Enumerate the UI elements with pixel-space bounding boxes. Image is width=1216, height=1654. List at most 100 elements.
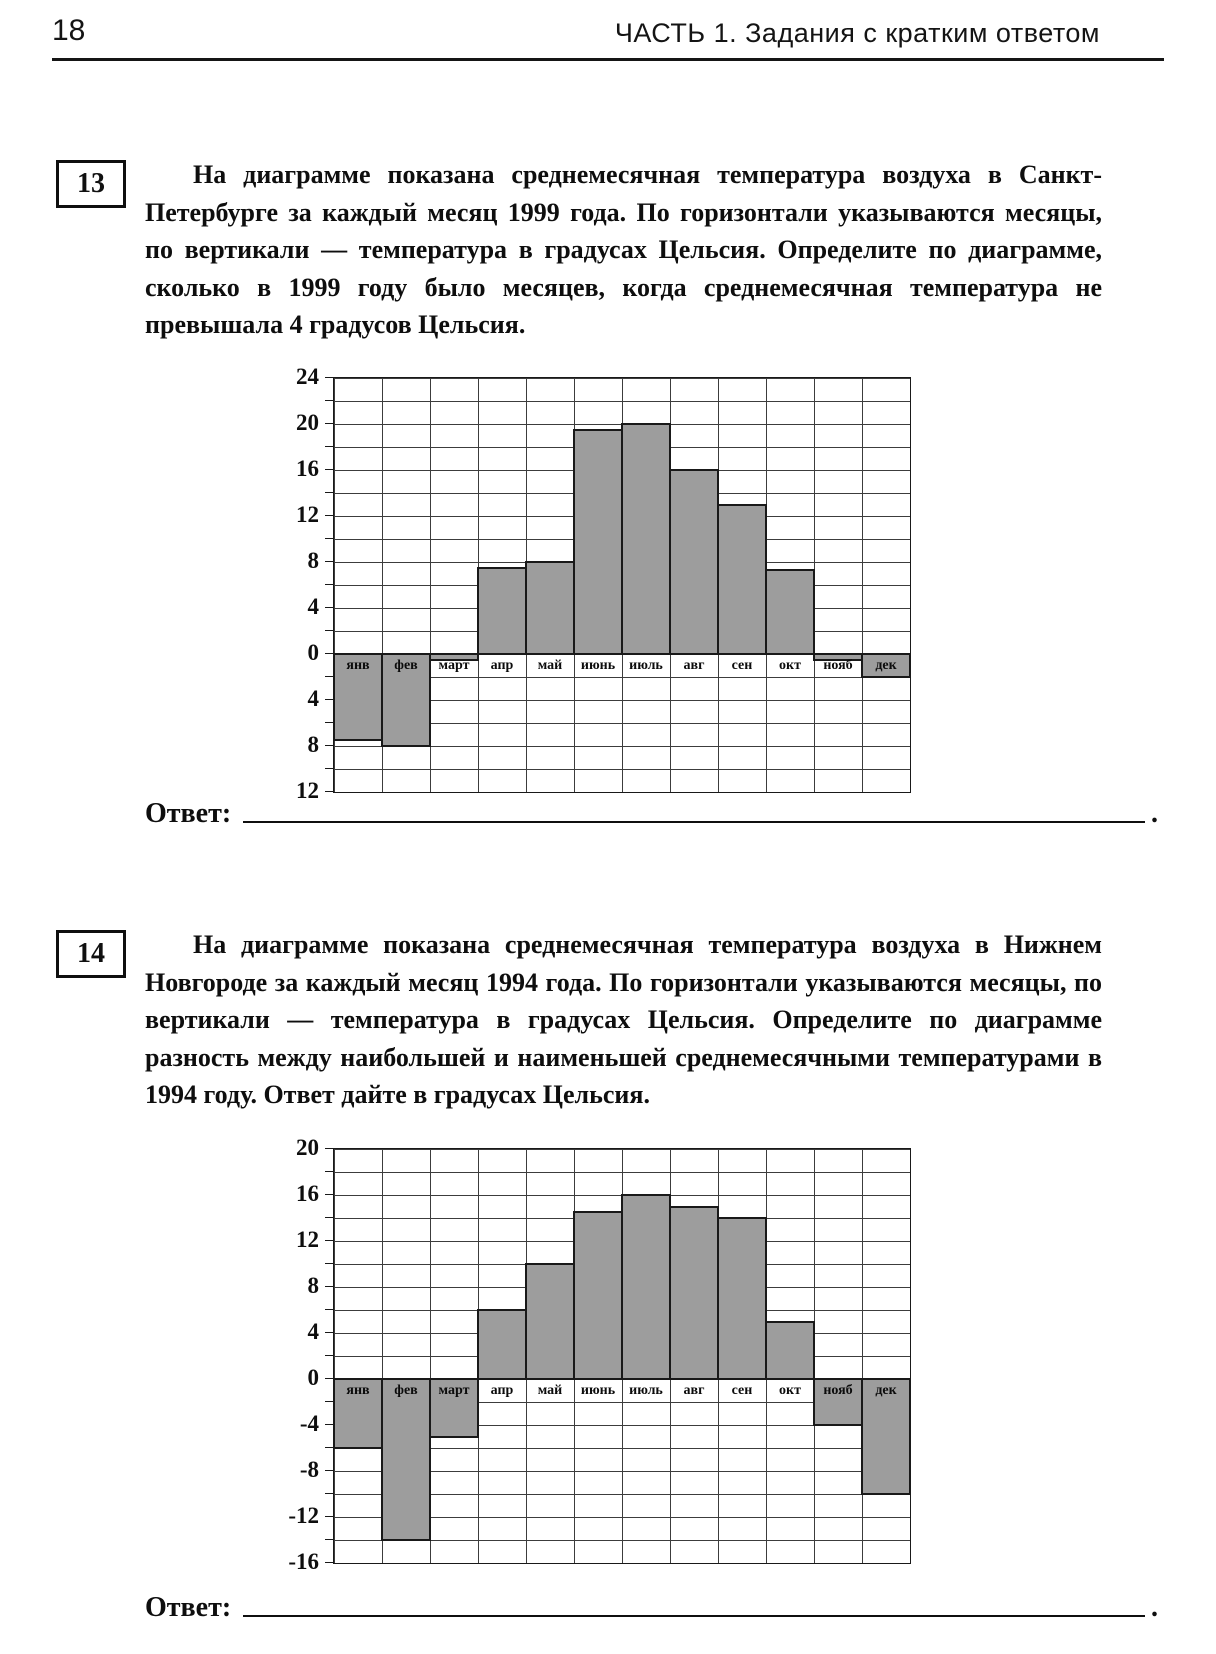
y-axis-tick-label: -4 bbox=[299, 1411, 319, 1436]
plot-area: янв фев март апр май июнь июль авг сен окт нояб дек bbox=[333, 377, 911, 793]
x-axis-label-янв: янв bbox=[346, 1383, 370, 1398]
answer-period: . bbox=[1151, 1592, 1158, 1623]
chart-bar-июнь bbox=[573, 428, 623, 655]
temperature-chart-problem-14: янв фев март апр май июнь июль авг сен окт нояб дек… bbox=[273, 1135, 913, 1580]
chart-bar-июнь bbox=[573, 1211, 623, 1380]
y-axis-tick bbox=[325, 491, 333, 493]
y-axis-tick bbox=[325, 1561, 333, 1563]
y-axis-tick bbox=[325, 468, 333, 470]
y-axis-tick bbox=[325, 1147, 333, 1149]
y-axis-tick bbox=[325, 1262, 333, 1264]
chart-bar-дек bbox=[861, 1378, 911, 1495]
y-axis-tick-label: 12 bbox=[296, 502, 319, 527]
problem-14-number: 14 bbox=[77, 938, 105, 969]
temperature-chart-problem-13: янв фев март апр май июнь июль авг сен окт нояб дек… bbox=[273, 364, 913, 809]
problem-13-number-box: 13 bbox=[56, 160, 126, 208]
y-axis-tick bbox=[325, 629, 333, 631]
y-axis-tick bbox=[325, 744, 333, 746]
answer-label: Ответ: bbox=[145, 1592, 232, 1623]
x-axis-label-фев: фев bbox=[394, 1383, 418, 1398]
y-axis-tick-label: 4 bbox=[307, 686, 320, 711]
y-axis-tick bbox=[325, 1216, 333, 1218]
y-axis-tick bbox=[325, 422, 333, 424]
y-axis-tick-label: 8 bbox=[307, 1273, 320, 1298]
x-axis-label-фев: фев bbox=[394, 658, 418, 673]
y-axis-tick bbox=[325, 1423, 333, 1425]
chart-bar-март bbox=[429, 1378, 479, 1438]
y-axis-tick bbox=[325, 583, 333, 585]
y-axis-tick-label: 20 bbox=[296, 410, 319, 435]
y-axis-tick bbox=[325, 721, 333, 723]
answer-blank bbox=[243, 821, 1145, 823]
y-axis-tick-label: 16 bbox=[296, 456, 319, 481]
y-axis-tick bbox=[325, 1538, 333, 1540]
x-axis-label-июнь: июнь bbox=[580, 658, 616, 673]
y-axis-tick-label: -12 bbox=[288, 1503, 319, 1528]
y-axis-tick bbox=[325, 1170, 333, 1172]
y-axis-tick bbox=[325, 1400, 333, 1402]
chart-bar-сен bbox=[717, 1217, 767, 1380]
answer-line-13: Ответ: . bbox=[145, 798, 1158, 830]
y-axis-tick bbox=[325, 767, 333, 769]
y-axis-tick bbox=[325, 1515, 333, 1517]
header-rule bbox=[52, 58, 1164, 61]
x-axis-label-сен: сен bbox=[731, 1383, 753, 1398]
chart-bar-фев bbox=[381, 1378, 431, 1541]
y-axis-tick-label: 0 bbox=[307, 1365, 320, 1390]
chart-bar-авг bbox=[669, 469, 719, 655]
x-axis-label-авг: авг bbox=[683, 658, 705, 673]
y-axis-tick-label: 24 bbox=[296, 364, 319, 389]
chart-bar-апр bbox=[477, 566, 527, 655]
y-axis-tick bbox=[325, 514, 333, 516]
x-axis-label-авг: авг bbox=[683, 1383, 705, 1398]
y-axis-tick bbox=[325, 1285, 333, 1287]
y-axis-tick-label: 4 bbox=[307, 1319, 320, 1344]
y-axis-tick bbox=[325, 1308, 333, 1310]
y-axis-tick bbox=[325, 698, 333, 700]
y-axis-tick bbox=[325, 1469, 333, 1471]
x-axis-label-июль: июль bbox=[629, 658, 663, 673]
y-axis-tick bbox=[325, 560, 333, 562]
chart-bar-авг bbox=[669, 1205, 719, 1380]
y-axis-tick-label: 20 bbox=[296, 1135, 319, 1160]
y-axis-tick bbox=[325, 675, 333, 677]
x-axis-label-апр: апр bbox=[490, 1383, 514, 1398]
y-axis-tick bbox=[325, 652, 333, 654]
y-axis-tick bbox=[325, 1193, 333, 1195]
chart-bar-дек bbox=[861, 653, 911, 678]
y-axis-tick-label: 8 bbox=[307, 548, 320, 573]
problem-13-number: 13 bbox=[77, 168, 105, 199]
y-axis-tick bbox=[325, 790, 333, 792]
plot-area: янв фев март апр май июнь июль авг сен окт нояб дек bbox=[333, 1148, 911, 1564]
problem-13-text: На диаграмме показана среднемесячная тем… bbox=[145, 160, 1102, 339]
part-title: ЧАСТЬ 1. Задания с кратким ответом bbox=[614, 18, 1100, 48]
x-axis-label-дек: дек bbox=[875, 1383, 897, 1398]
answer-line-14: Ответ: . bbox=[145, 1592, 1158, 1624]
x-axis-label-окт: окт bbox=[779, 658, 801, 673]
answer-blank bbox=[243, 1615, 1145, 1617]
chart-bar-май bbox=[525, 1263, 575, 1380]
x-axis-label-окт: окт bbox=[779, 1383, 801, 1398]
y-axis-tick bbox=[325, 399, 333, 401]
y-axis-tick bbox=[325, 445, 333, 447]
y-axis-tick-label: 12 bbox=[296, 1227, 319, 1252]
chart-bar-июль bbox=[621, 423, 671, 655]
y-axis-tick-label: 16 bbox=[296, 1181, 319, 1206]
y-axis-tick bbox=[325, 376, 333, 378]
problem-14-text: На диаграмме показана среднемесячная тем… bbox=[145, 930, 1102, 1109]
chart-bar-окт bbox=[765, 569, 815, 655]
x-axis-label-март: март bbox=[438, 658, 470, 673]
y-axis-tick-label: 8 bbox=[307, 732, 320, 757]
chart-bar-март bbox=[429, 653, 479, 661]
y-axis-tick-label: 4 bbox=[307, 594, 320, 619]
chart-bar-окт bbox=[765, 1320, 815, 1380]
y-axis-tick bbox=[325, 1239, 333, 1241]
y-axis-tick bbox=[325, 1354, 333, 1356]
y-axis-tick-label: -8 bbox=[299, 1457, 319, 1482]
answer-label: Ответ: bbox=[145, 798, 232, 829]
y-axis-tick bbox=[325, 1331, 333, 1333]
y-axis-tick-label: -16 bbox=[288, 1549, 319, 1574]
page-number: 18 bbox=[52, 14, 86, 47]
answer-period: . bbox=[1151, 798, 1158, 829]
